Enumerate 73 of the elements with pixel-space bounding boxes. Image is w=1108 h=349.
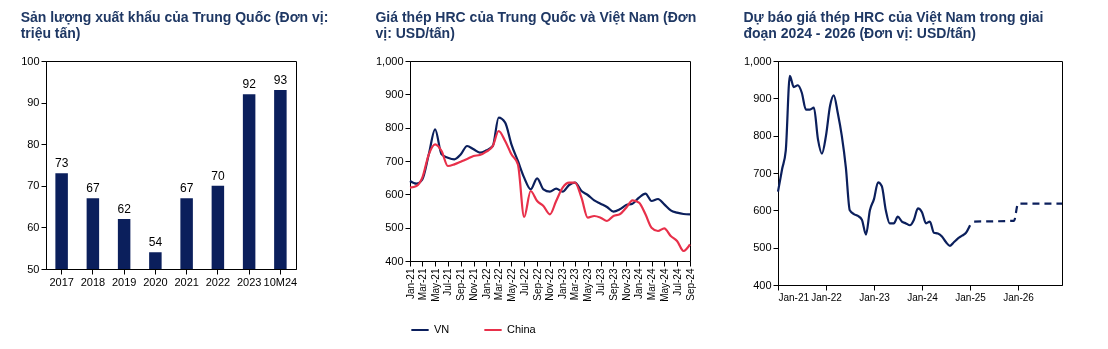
x-tick-label: May-21 [429, 268, 441, 302]
x-tick-label: 10M24 [263, 275, 298, 288]
x-tick-label: Jul-23 [595, 268, 606, 296]
x-tick-label: Sep-24 [684, 268, 696, 301]
legend-label: China [507, 323, 537, 335]
x-tick-label: Jan-21 [404, 268, 416, 300]
x-tick-label: Jan-26 [1003, 291, 1035, 303]
x-tick-label: Mar-23 [569, 268, 581, 301]
y-tick-label: 60 [27, 220, 40, 233]
x-tick-label: Nov-23 [620, 268, 632, 301]
x-tick-label: Nov-21 [468, 268, 480, 301]
x-tick-label: 2018 [80, 275, 106, 288]
y-tick-label: 400 [385, 254, 404, 267]
y-tick-label: 500 [753, 241, 772, 254]
x-tick-label: Mar-22 [493, 268, 505, 301]
x-tick-label: Nov-22 [544, 268, 556, 301]
y-tick-label: 80 [27, 137, 40, 150]
x-tick-label: May-22 [505, 268, 517, 302]
data-label: 67 [86, 181, 100, 196]
y-tick-label: 50 [27, 262, 40, 275]
y-tick-label: 800 [385, 121, 404, 134]
x-tick-label: Jan-23 [859, 291, 891, 303]
x-tick-label: May-24 [658, 268, 670, 302]
x-tick-label: Jan-24 [633, 268, 645, 300]
data-label: 67 [179, 181, 194, 196]
y-tick-label: 500 [385, 221, 404, 234]
x-tick-label: May-23 [582, 268, 594, 302]
x-tick-label: Jan-22 [811, 291, 843, 303]
x-tick-label: 2019 [111, 275, 137, 288]
line-series [776, 74, 972, 247]
data-label: 73 [54, 156, 69, 171]
x-tick-label: 2022 [205, 275, 231, 288]
y-tick-label: 90 [27, 96, 40, 109]
x-tick-label: Sep-21 [455, 268, 467, 301]
y-tick-label: 900 [753, 91, 772, 104]
line-series [408, 116, 692, 216]
y-tick-label: 900 [385, 87, 404, 100]
data-label: 54 [148, 235, 163, 250]
x-tick-label: Jan-25 [955, 291, 987, 303]
y-tick-label: 100 [21, 54, 40, 67]
x-tick-label: Jan-24 [907, 291, 939, 303]
chart-title: Dự báo giá thép HRC của Việt Nam trong giai đoạn 2024 - 2026 (Đơn vị: USD/tấn) [743, 9, 1044, 41]
x-tick-label: Sep-23 [607, 268, 619, 301]
y-tick-label: 800 [753, 129, 772, 142]
x-tick-label: Mar-24 [646, 268, 658, 301]
y-tick-label: 700 [753, 166, 772, 179]
y-tick-label: 700 [385, 154, 404, 167]
chart-title: Giá thép HRC của Trung Quốc và Việt Nam (Đơn vị: USD/tấn) [375, 9, 697, 41]
x-tick-label: 2017 [49, 275, 74, 288]
data-label: 62 [117, 202, 132, 217]
y-tick-label: 1,000 [743, 54, 772, 67]
x-tick-label: 2021 [174, 275, 199, 288]
x-tick-label: Jan-21 [778, 291, 810, 303]
data-label: 93 [273, 73, 288, 88]
legend-label: VN [434, 323, 450, 335]
data-label: 70 [211, 168, 225, 183]
y-tick-label: 600 [753, 203, 772, 216]
y-tick-label: 600 [385, 187, 404, 200]
y-tick-label: 70 [27, 179, 40, 192]
y-tick-label: 1,000 [375, 54, 404, 67]
data-label: 92 [242, 77, 257, 92]
x-tick-label: Jul-24 [671, 268, 683, 296]
y-tick-label: 400 [753, 278, 772, 291]
chart-title: Sản lượng xuất khẩu của Trung Quốc (Đơn vị: triệu tấn) [20, 9, 329, 41]
x-tick-label: Jan-22 [480, 268, 492, 300]
x-tick-label: Sep-22 [531, 268, 543, 301]
x-tick-label: 2020 [143, 275, 168, 288]
x-tick-label: 2023 [236, 275, 262, 288]
line-series [408, 129, 692, 253]
x-tick-label: Jul-21 [442, 268, 454, 296]
x-tick-label: Mar-21 [416, 268, 428, 301]
x-tick-label: Jul-22 [518, 268, 530, 296]
x-tick-label: Jan-23 [557, 268, 569, 300]
